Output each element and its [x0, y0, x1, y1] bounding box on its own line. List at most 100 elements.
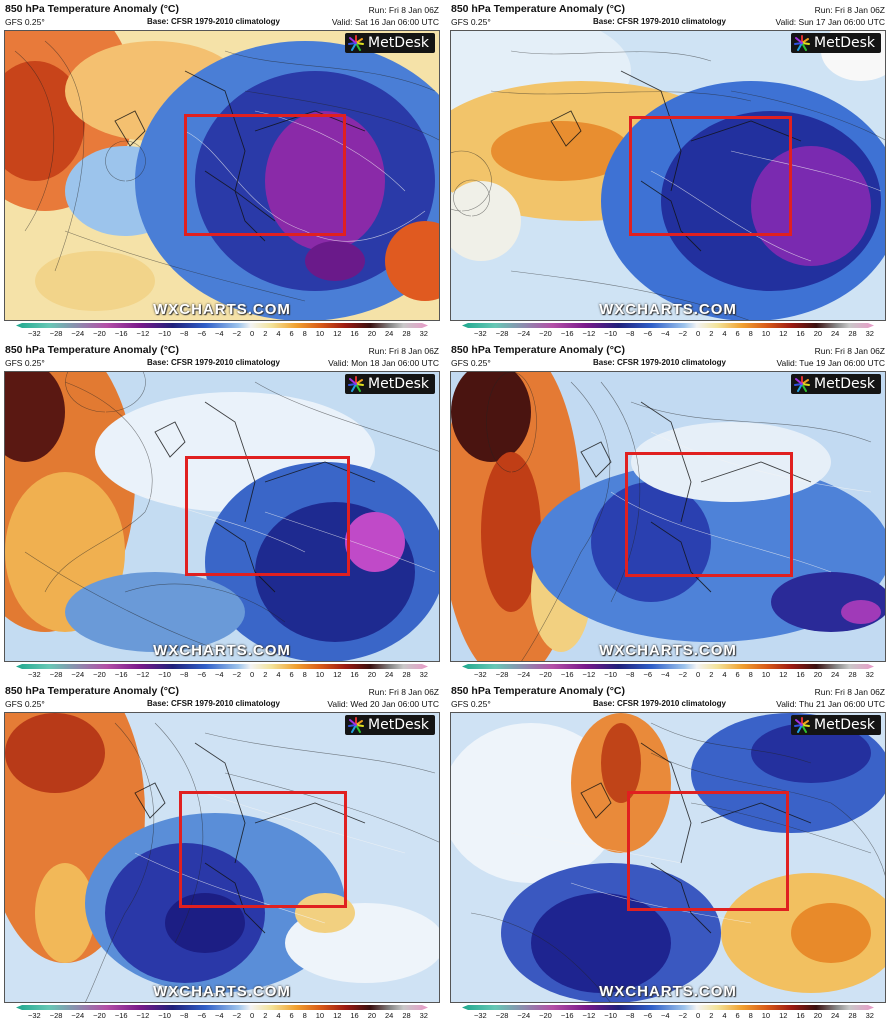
colorbar: −32 −28 −24 −20 −16 −12 −10 −8 −6 −4 −2 0 2 4 6 8 10 12 16… — [10, 1005, 434, 1021]
run-label: Run: Fri 8 Jan 06Z — [814, 5, 885, 15]
model-label: GFS 0.25° — [451, 699, 491, 709]
highlight-box — [185, 456, 350, 576]
metdesk-logo: MetDesk — [345, 33, 435, 53]
colorbar-tick-label: −12 — [136, 670, 150, 679]
colorbar-tick-label: 6 — [735, 1011, 740, 1020]
colorbar-tick-label: −6 — [643, 670, 653, 679]
colorbar-tick-label: 4 — [722, 329, 727, 338]
colorbar-ramp — [16, 664, 428, 669]
colorbar-tick-label: −24 — [71, 329, 85, 338]
colorbar-tick-label: 4 — [722, 670, 727, 679]
colorbar-tick-label: 8 — [302, 329, 307, 338]
metdesk-logo-icon — [794, 717, 811, 733]
colorbar-tick-label: 16 — [350, 329, 359, 338]
colorbar-tick-label: 16 — [796, 670, 805, 679]
model-label: GFS 0.25° — [5, 358, 45, 368]
colorbar-tick-label: 4 — [722, 1011, 727, 1020]
metdesk-logo-text: MetDesk — [814, 376, 875, 392]
colorbar-tick-label: −32 — [28, 329, 41, 338]
colorbar-tick-label: −2 — [678, 329, 688, 338]
colorbar-tick-label: −32 — [474, 670, 487, 679]
colorbar-tick-label: 32 — [865, 670, 874, 679]
highlight-box — [627, 791, 789, 911]
colorbar-tick-label: 8 — [748, 329, 753, 338]
colorbar-tick-label: 32 — [419, 329, 428, 338]
colorbar-tick-label: −10 — [158, 670, 171, 679]
valid-label: Valid: Sat 16 Jan 06:00 UTC — [331, 17, 439, 27]
map-panel-5: 850 hPa Temperature Anomaly (°C) GFS 0.2… — [2, 684, 442, 1023]
colorbar-tick-label: −8 — [179, 670, 189, 679]
metdesk-logo-icon — [348, 717, 365, 733]
valid-label: Valid: Sun 17 Jan 06:00 UTC — [775, 17, 885, 27]
colorbar-tick-label: 20 — [813, 1011, 823, 1020]
colorbar-tick-label: 24 — [831, 1011, 840, 1020]
colorbar-tick-label: 6 — [289, 329, 294, 338]
colorbar-tick-label: 12 — [779, 329, 788, 338]
colorbar-tick-label: −6 — [197, 670, 207, 679]
colorbar-tick-label: −24 — [517, 329, 531, 338]
colorbar-tick-label: 32 — [419, 1011, 428, 1020]
anomaly-map: MetDesk WXCHARTS.COM — [4, 30, 440, 321]
colorbar-tick-label: 8 — [748, 1011, 753, 1020]
colorbar-ramp — [462, 1005, 874, 1010]
metdesk-logo-icon — [794, 35, 811, 51]
colorbar-tick-label: −28 — [495, 329, 509, 338]
colorbar-tick-label: 10 — [761, 670, 771, 679]
colorbar-tick-label: 16 — [796, 1011, 805, 1020]
colorbar-tick-label: 32 — [419, 670, 428, 679]
metdesk-logo-icon — [794, 376, 811, 392]
colorbar-tick-label: 10 — [761, 1011, 771, 1020]
colorbar-tick-label: 2 — [263, 329, 268, 338]
colorbar-tick-label: −12 — [136, 1011, 150, 1020]
model-label: GFS 0.25° — [451, 17, 491, 27]
metdesk-logo-text: MetDesk — [368, 376, 429, 392]
colorbar-tick-label: −8 — [625, 1011, 635, 1020]
colorbar-tick-label: −28 — [49, 670, 63, 679]
colorbar-ramp — [16, 1005, 428, 1010]
colorbar-tick-label: −6 — [643, 1011, 653, 1020]
colorbar: −32 −28 −24 −20 −16 −12 −10 −8 −6 −4 −2 0 2 4 6 8 10 12 16… — [456, 664, 880, 680]
highlight-box — [184, 114, 346, 236]
colorbar-tick-label: 8 — [302, 670, 307, 679]
colorbar: −32 −28 −24 −20 −16 −12 −10 −8 −6 −4 −2 0 2 4 6 8 10 12 16… — [10, 664, 434, 680]
base-label: Base: CFSR 1979-2010 climatology — [147, 17, 280, 26]
map-field — [451, 31, 885, 320]
colorbar-tick-label: −12 — [136, 329, 150, 338]
colorbar-tick-label: −2 — [678, 670, 688, 679]
colorbar-tick-label: 2 — [709, 670, 714, 679]
colorbar-tick-label: 0 — [696, 1011, 701, 1020]
colorbar-tick-label: 4 — [276, 670, 281, 679]
base-label: Base: CFSR 1979-2010 climatology — [593, 17, 726, 26]
colorbar-tick-label: 10 — [315, 1011, 325, 1020]
colorbar-tick-label: 6 — [289, 670, 294, 679]
metdesk-logo-icon — [348, 376, 365, 392]
colorbar-tick-label: −8 — [179, 329, 189, 338]
colorbar-tick-label: −10 — [158, 329, 171, 338]
colorbar: −32 −28 −24 −20 −16 −12 −10 −8 −6 −4 −2 0 2 4 6 8 10 12 16… — [10, 323, 434, 339]
colorbar-tick-label: −4 — [660, 670, 670, 679]
colorbar-tick-label: −24 — [71, 670, 85, 679]
colorbar-ticks: −32 −28 −24 −20 −16 −12 −10 −8 −6 −4 −2 0 2 4 6 8 10 12 16… — [28, 670, 428, 679]
colorbar-tick-label: −16 — [560, 329, 574, 338]
colorbar-tick-label: 10 — [315, 329, 325, 338]
panel-title: 850 hPa Temperature Anomaly (°C) — [5, 344, 179, 356]
colorbar-tick-label: −32 — [474, 1011, 487, 1020]
map-panel-1: 850 hPa Temperature Anomaly (°C) GFS 0.2… — [2, 2, 442, 341]
colorbar-tick-label: −8 — [625, 670, 635, 679]
colorbar-tick-label: 4 — [276, 329, 281, 338]
wxcharts-watermark: WXCHARTS.COM — [153, 301, 291, 318]
map-field — [451, 372, 885, 661]
metdesk-logo-text: MetDesk — [814, 717, 875, 733]
colorbar-tick-label: 28 — [848, 670, 857, 679]
colorbar-tick-label: 6 — [735, 670, 740, 679]
wxcharts-watermark: WXCHARTS.COM — [599, 642, 737, 659]
colorbar-tick-label: −10 — [604, 329, 617, 338]
panel-header: 850 hPa Temperature Anomaly (°C) GFS 0.2… — [448, 684, 888, 712]
panel-title: 850 hPa Temperature Anomaly (°C) — [5, 3, 179, 15]
colorbar-tick-label: 28 — [402, 329, 411, 338]
colorbar-tick-label: 12 — [333, 670, 342, 679]
colorbar-ramp — [16, 323, 428, 328]
colorbar-tick-label: −20 — [539, 329, 552, 338]
panel-title: 850 hPa Temperature Anomaly (°C) — [5, 685, 179, 697]
colorbar-tick-label: −20 — [93, 670, 106, 679]
